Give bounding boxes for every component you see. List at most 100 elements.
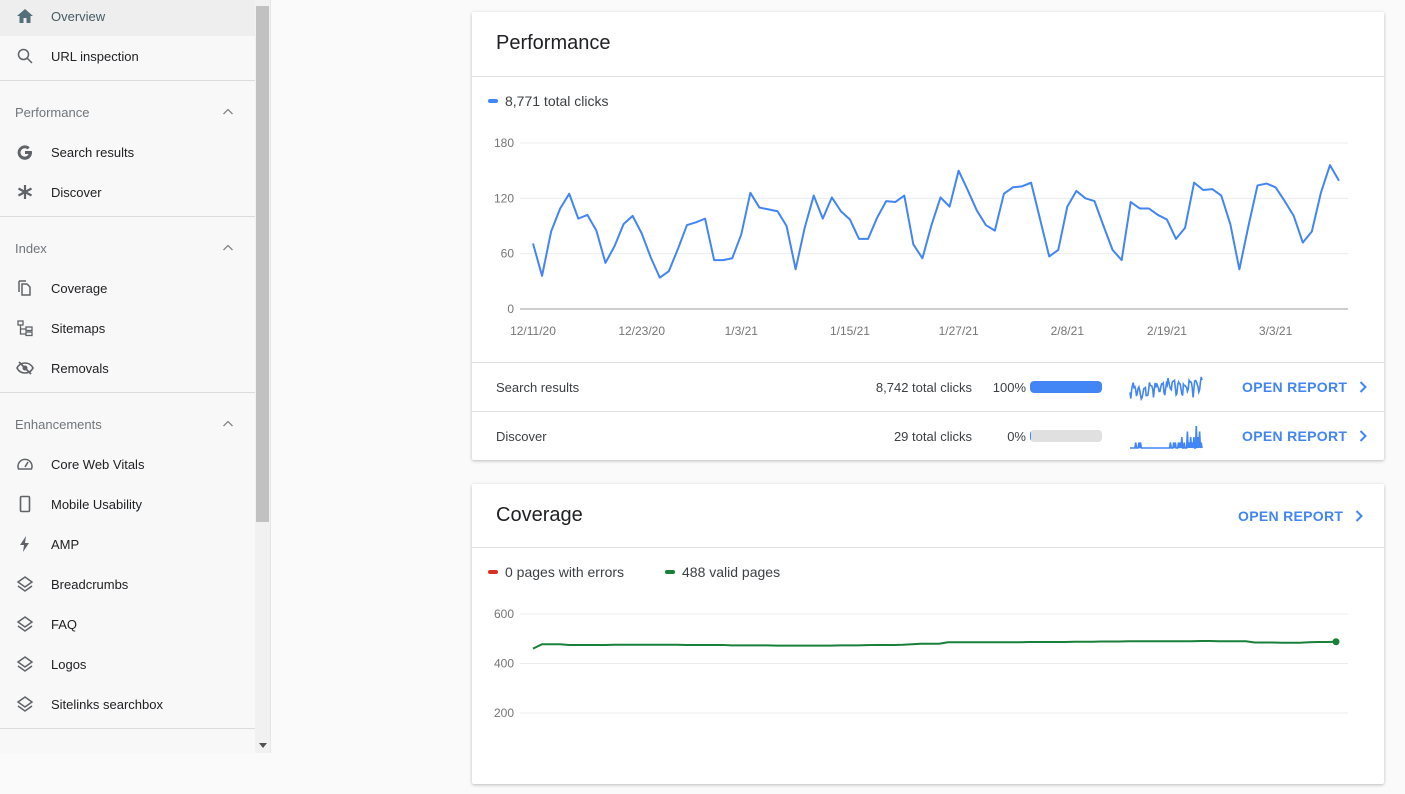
open-report-label: OPEN REPORT (1242, 428, 1348, 444)
sparkline-line (1130, 425, 1203, 449)
performance-title: Performance (496, 32, 611, 54)
asterisk-icon (16, 183, 34, 201)
section-title: Performance (15, 104, 90, 120)
sidebar-item-label: Search results (51, 144, 135, 160)
sidebar-item-mobile-usability[interactable]: Mobile Usability (0, 484, 255, 524)
legend-label: 0 pages with errors (505, 564, 625, 580)
clicks-legend: 8,771 total clicks (488, 93, 609, 109)
divider (472, 76, 1384, 77)
x-tick-label: 1/27/21 (939, 324, 979, 338)
sparkline (1130, 425, 1203, 449)
valid-legend: 488 valid pages (665, 564, 780, 580)
section-performance[interactable]: Performance (0, 92, 255, 132)
chevron-right-icon (1360, 430, 1368, 442)
y-tick-label: 60 (501, 247, 515, 261)
legend-swatch (665, 570, 675, 574)
open-report-search-results[interactable]: OPEN REPORT (1242, 379, 1368, 395)
sidebar-item-label: Sitelinks searchbox (51, 696, 163, 712)
y-tick-label: 120 (494, 191, 514, 205)
coverage-title: Coverage (496, 504, 583, 526)
search-icon (16, 47, 34, 65)
sidebar-item-search-results[interactable]: Search results (0, 132, 255, 172)
x-tick-label: 1/15/21 (830, 324, 870, 338)
row-name: Search results (496, 380, 580, 395)
divider (0, 728, 255, 729)
chevron-up-icon (223, 420, 233, 427)
layers-icon (16, 655, 34, 673)
speedometer-icon (16, 455, 34, 473)
divider (0, 392, 255, 393)
sidebar: Overview URL inspection Performance Search … (0, 0, 255, 753)
scrollbar-thumb[interactable] (256, 6, 269, 522)
percent-bar-fill (1030, 430, 1031, 442)
y-tick-label: 0 (507, 302, 514, 316)
chevron-right-icon (1360, 381, 1368, 393)
sitemap-icon (16, 319, 34, 337)
scroll-down-arrow-icon[interactable] (259, 743, 267, 748)
sidebar-item-label: AMP (51, 536, 80, 552)
legend-label: 488 valid pages (682, 564, 781, 580)
sidebar-item-label: Removals (51, 360, 109, 376)
open-report-label: OPEN REPORT (1238, 508, 1344, 524)
sidebar-item-label: Overview (51, 8, 106, 24)
home-icon (16, 7, 34, 25)
sparkline-line (1129, 376, 1203, 401)
sidebar-item-label: Core Web Vitals (51, 456, 145, 472)
open-report-coverage[interactable]: OPEN REPORT (1238, 508, 1364, 524)
sidebar-item-discover[interactable]: Discover (0, 172, 255, 212)
x-tick-label: 1/3/21 (725, 324, 759, 338)
phone-icon (16, 495, 34, 513)
sidebar-item-coverage[interactable]: Coverage (0, 268, 255, 308)
section-enhancements[interactable]: Enhancements (0, 404, 255, 444)
discover-row: Discover 29 total clicks 0% OPEN REPORT (472, 411, 1384, 460)
x-tick-label: 2/8/21 (1051, 324, 1085, 338)
sidebar-item-amp[interactable]: AMP (0, 524, 255, 564)
sidebar-item-core-web-vitals[interactable]: Core Web Vitals (0, 444, 255, 484)
open-report-discover[interactable]: OPEN REPORT (1242, 428, 1368, 444)
row-percent: 100% (992, 380, 1026, 395)
legend-swatch (488, 99, 498, 103)
row-percent: 0% (1007, 429, 1026, 444)
divider (0, 80, 255, 81)
x-tick-label: 3/3/21 (1259, 324, 1293, 338)
chevron-up-icon (223, 108, 233, 115)
sidebar-item-label: Coverage (51, 280, 108, 296)
layers-icon (16, 615, 34, 633)
x-tick-label: 12/23/20 (618, 324, 665, 338)
legend-swatch (488, 570, 498, 574)
chevron-up-icon (223, 244, 233, 251)
eye-off-icon (16, 359, 34, 377)
chevron-right-icon (1356, 510, 1364, 522)
section-title: Index (15, 240, 47, 256)
clicks-line (532, 164, 1340, 279)
row-clicks: 29 total clicks (893, 429, 972, 444)
bolt-icon (16, 535, 34, 553)
sparkline (1129, 376, 1203, 401)
divider (472, 547, 1384, 548)
divider (270, 0, 271, 753)
sidebar-item-overview[interactable]: Overview (0, 0, 255, 36)
x-tick-label: 2/19/21 (1147, 324, 1187, 338)
errors-legend: 0 pages with errors (488, 564, 624, 580)
sidebar-item-faq[interactable]: FAQ (0, 604, 255, 644)
percent-bar (1030, 430, 1102, 442)
section-title: Enhancements (15, 416, 102, 432)
sidebar-item-url-inspection[interactable]: URL inspection (0, 36, 255, 76)
sidebar-item-breadcrumbs[interactable]: Breadcrumbs (0, 564, 255, 604)
y-tick-label: 180 (494, 136, 514, 150)
sidebar-scrollbar[interactable] (255, 0, 270, 753)
row-name: Discover (496, 429, 547, 444)
copy-file-icon (16, 279, 34, 297)
divider (0, 216, 255, 217)
sidebar-item-removals[interactable]: Removals (0, 348, 255, 388)
sidebar-item-label: FAQ (51, 616, 78, 632)
section-index[interactable]: Index (0, 228, 255, 268)
coverage-chart: 200 400 600 (494, 607, 1348, 720)
sidebar-item-label: Sitemaps (51, 320, 106, 336)
sidebar-item-logos[interactable]: Logos (0, 644, 255, 684)
sidebar-item-sitemaps[interactable]: Sitemaps (0, 308, 255, 348)
percent-bar-fill (1030, 381, 1102, 393)
sidebar-item-sitelinks-searchbox[interactable]: Sitelinks searchbox (0, 684, 255, 724)
sidebar-item-label: Breadcrumbs (51, 576, 129, 592)
sidebar-item-label: Logos (51, 656, 87, 672)
